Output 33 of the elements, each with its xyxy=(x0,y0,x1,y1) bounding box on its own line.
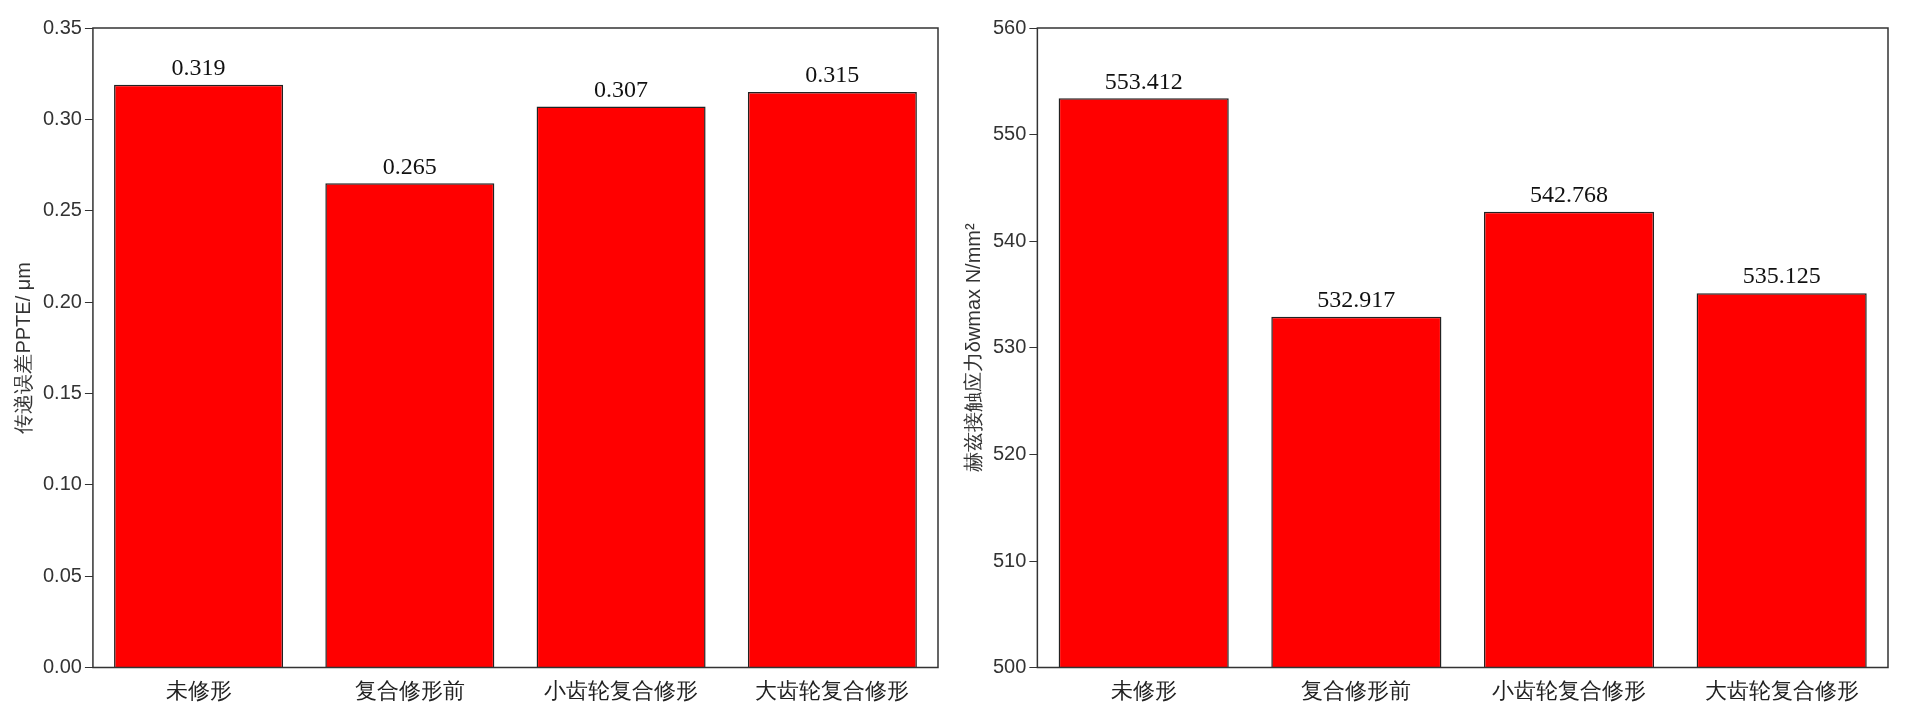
data-label: 0.315 xyxy=(805,61,860,88)
y-tick-label: 560 xyxy=(992,15,1027,38)
y-tick-label: 520 xyxy=(992,441,1027,464)
y-tick-label: 0.10 xyxy=(42,472,82,495)
x-tick-label: 未修形 xyxy=(165,677,232,703)
data-label: 0.265 xyxy=(382,152,437,179)
y-tick-label: 0.30 xyxy=(42,106,82,129)
y-tick-label: 0.20 xyxy=(42,289,82,312)
y-tick-label: 0.25 xyxy=(42,198,82,221)
y-tick-label: 0.35 xyxy=(42,15,82,38)
y-tick-label: 0.15 xyxy=(42,381,82,403)
data-label: 0.319 xyxy=(171,53,226,80)
data-label: 0.307 xyxy=(594,75,649,102)
data-label: 553.412 xyxy=(1104,67,1183,94)
y-tick-label: 500 xyxy=(992,655,1027,678)
y-tick-label: 0.00 xyxy=(42,655,82,678)
y-tick-label: 550 xyxy=(992,122,1027,145)
data-label: 535.125 xyxy=(1742,262,1821,289)
x-tick-label: 小齿轮复合修形 xyxy=(544,677,699,703)
data-label: 532.917 xyxy=(1317,286,1396,312)
y-tick-label: 540 xyxy=(992,228,1027,251)
x-tick-label: 复合修形前 xyxy=(1301,677,1412,703)
x-tick-label: 小齿轮复合修形 xyxy=(1492,677,1647,703)
y-tick-label: 510 xyxy=(992,548,1027,571)
x-tick-label: 大齿轮复合修形 xyxy=(1704,677,1859,703)
x-tick-label: 大齿轮复合修形 xyxy=(755,677,910,703)
y-axis-title: 赫兹接触应力δwmax N/mm² xyxy=(961,223,984,473)
y-axis-title: 传递误差PPTE/ μm xyxy=(11,262,34,434)
x-tick-label: 未修形 xyxy=(1110,677,1177,703)
y-tick-label: 0.05 xyxy=(42,563,82,586)
y-tick-label: 530 xyxy=(992,335,1027,358)
data-label: 542.768 xyxy=(1530,180,1609,207)
x-tick-label: 复合修形前 xyxy=(354,677,465,703)
